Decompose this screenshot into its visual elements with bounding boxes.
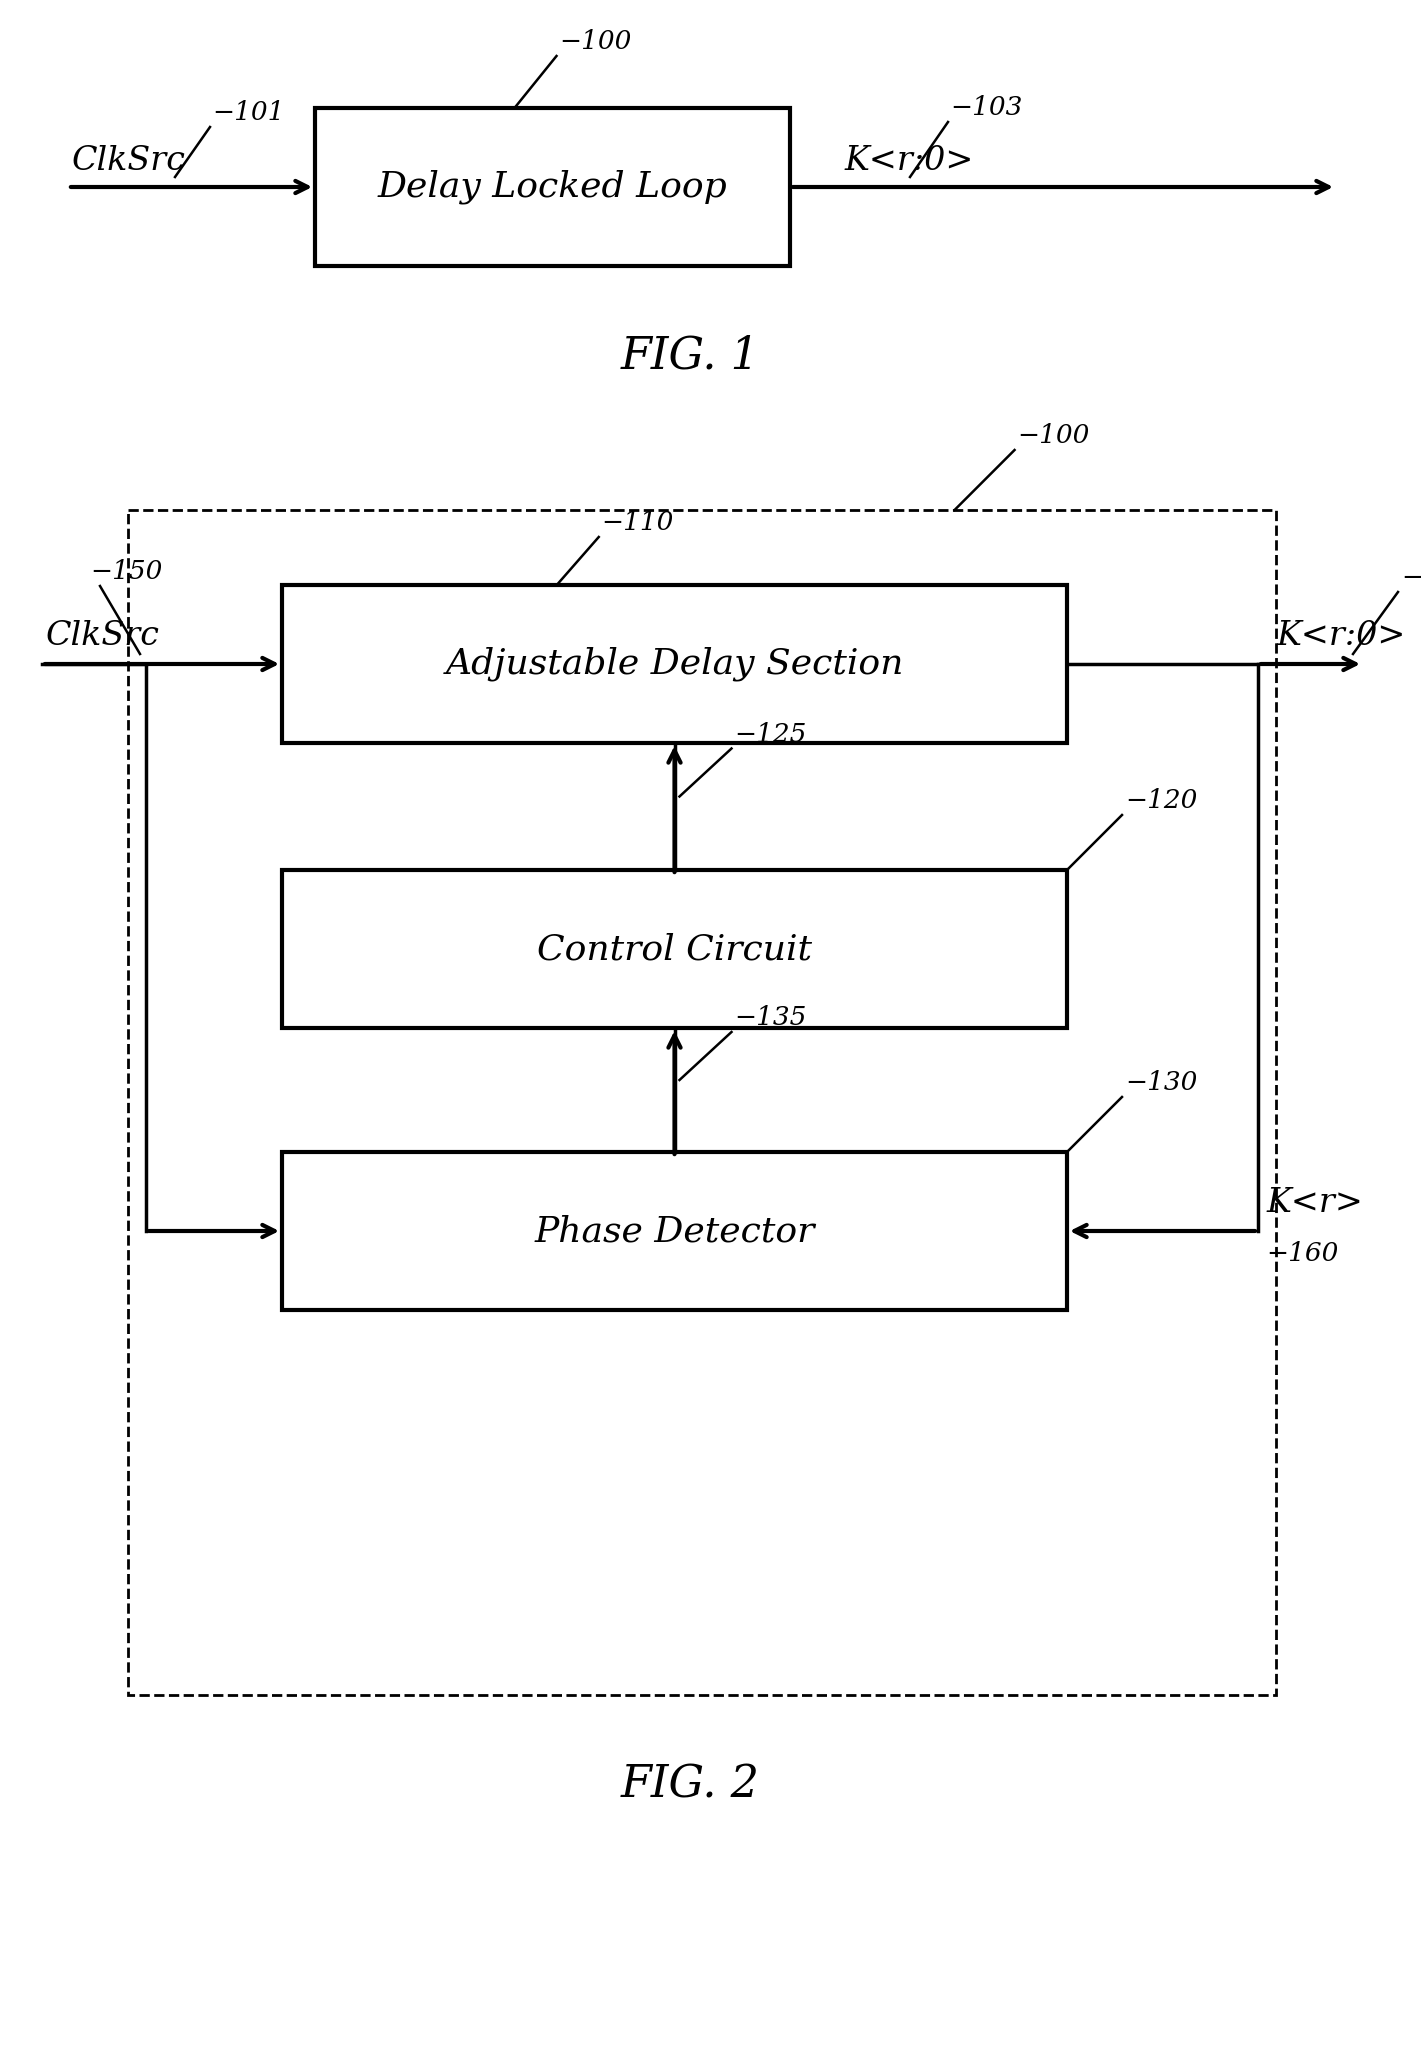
Text: ClkSrc: ClkSrc	[72, 146, 186, 176]
Text: −140: −140	[1401, 566, 1421, 590]
Text: −135: −135	[735, 1004, 807, 1029]
Text: −103: −103	[951, 94, 1022, 121]
Text: FIG. 1: FIG. 1	[621, 334, 760, 377]
Text: −100: −100	[1017, 422, 1090, 449]
Text: K<r:0>: K<r:0>	[1276, 619, 1405, 652]
Text: K<r:0>: K<r:0>	[845, 146, 975, 176]
Text: ClkSrc: ClkSrc	[45, 619, 161, 652]
Text: Control Circuit: Control Circuit	[537, 933, 811, 966]
Bar	[281, 869, 1067, 1027]
Text: −160: −160	[1266, 1240, 1339, 1267]
Text: −130: −130	[1125, 1070, 1198, 1095]
Text: −120: −120	[1125, 787, 1198, 814]
Bar	[281, 584, 1067, 742]
Text: FIG. 2: FIG. 2	[621, 1763, 760, 1806]
Text: −150: −150	[90, 560, 162, 584]
Text: −125: −125	[735, 722, 807, 746]
Bar	[315, 109, 790, 266]
Bar	[128, 510, 1276, 1695]
Text: Adjustable Delay Section: Adjustable Delay Section	[445, 646, 904, 681]
Text: K<r>: K<r>	[1266, 1187, 1363, 1220]
Text: −100: −100	[560, 29, 632, 53]
Text: Delay Locked Loop: Delay Locked Loop	[378, 170, 728, 205]
Text: −101: −101	[212, 100, 284, 125]
Text: −110: −110	[601, 510, 674, 535]
Text: Phase Detector: Phase Detector	[534, 1214, 814, 1248]
Bar	[281, 1152, 1067, 1310]
